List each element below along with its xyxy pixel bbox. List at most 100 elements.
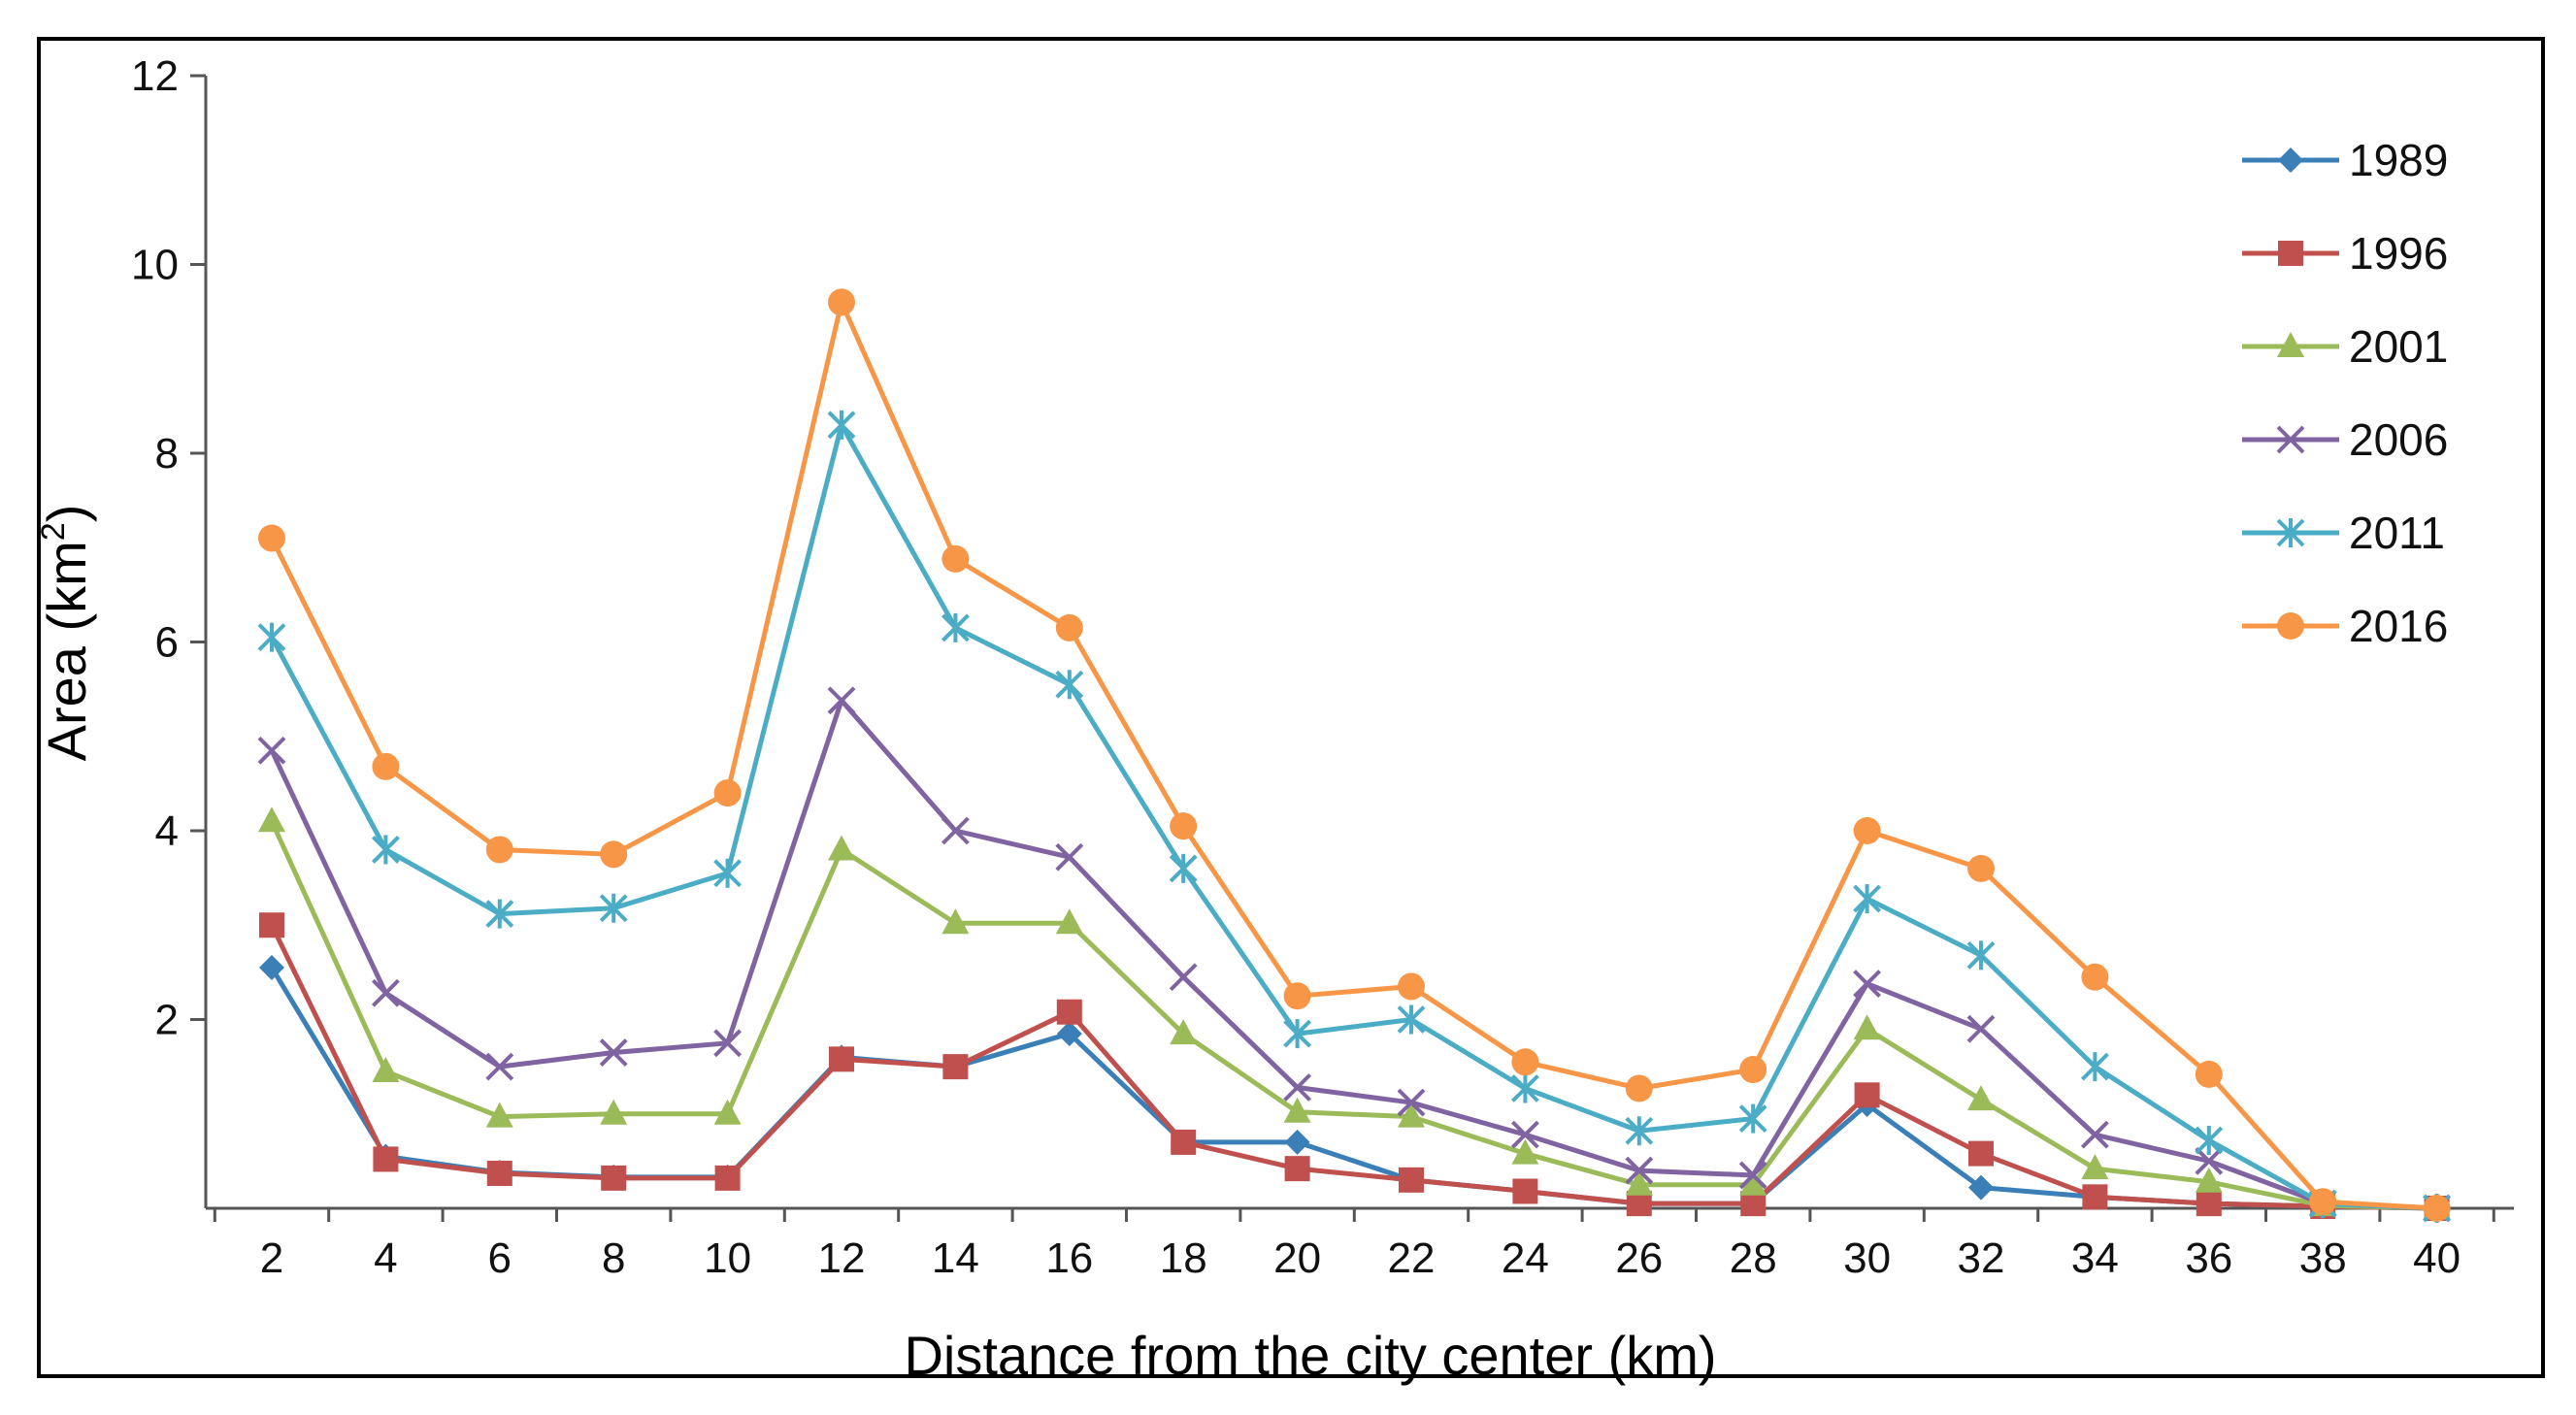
data-point-2016 <box>1055 613 1083 642</box>
data-point-1996 <box>486 1161 512 1187</box>
data-point-2011 <box>1283 1019 1312 1049</box>
y-tick-label: 6 <box>155 619 179 667</box>
data-point-2016 <box>1170 812 1198 840</box>
data-point-2016 <box>485 836 513 864</box>
data-point-2001 <box>1967 1085 1995 1111</box>
x-tick-label: 38 <box>2299 1234 2347 1282</box>
data-point-2016 <box>941 544 970 573</box>
data-point-1996 <box>601 1165 627 1191</box>
x-tick-label: 28 <box>1730 1234 1777 1282</box>
data-point-2011 <box>713 858 743 888</box>
data-point-2011 <box>1169 853 1198 883</box>
y-axis-title: Area (km2) <box>35 505 97 762</box>
data-point-2011 <box>1966 940 1996 971</box>
x-tick-label: 30 <box>1843 1234 1891 1282</box>
data-point-1996 <box>1854 1082 1880 1108</box>
x-tick-label: 4 <box>374 1234 397 1282</box>
data-point-2006 <box>941 816 970 845</box>
series-2001 <box>258 806 2451 1219</box>
legend-item-1989: 1989 <box>2242 135 2448 185</box>
data-point-2011 <box>2195 1125 2224 1155</box>
series-line-1996 <box>269 924 2437 1211</box>
data-point-2006 <box>1625 1156 1654 1185</box>
data-point-2016 <box>1967 854 1995 882</box>
x-tick-label: 12 <box>818 1234 866 1282</box>
data-point-2006 <box>2080 1120 2109 1149</box>
y-axis-title-superscript: 2 <box>35 522 72 541</box>
y-tick-label: 8 <box>155 430 179 477</box>
data-point-2001 <box>258 806 285 833</box>
series-2016 <box>258 288 2451 1222</box>
data-point-2001 <box>600 1099 628 1125</box>
series-line-2006 <box>269 698 2437 1211</box>
x-tick-label: 34 <box>2071 1234 2119 1282</box>
data-point-2011 <box>2080 1052 2109 1082</box>
legend-marker-2006 <box>2276 425 2305 454</box>
data-point-1996 <box>2082 1184 2108 1210</box>
chart-frame <box>37 37 2545 1378</box>
y-tick-label: 10 <box>131 242 179 289</box>
x-tick-label: 2 <box>260 1234 283 1282</box>
data-point-2006 <box>1966 1014 1996 1043</box>
legend-label: 2001 <box>2349 321 2448 372</box>
data-point-2016 <box>1853 817 1881 844</box>
data-point-1996 <box>259 912 284 938</box>
x-axis-ticks: 2 4 6 8 10 12 14 16 18 20 22 24 26 28 30 32 34 36 38 40 <box>213 1208 2495 1282</box>
y-axis-title-suffix: ) <box>36 505 97 523</box>
data-point-2016 <box>1625 1074 1653 1102</box>
data-point-2001 <box>372 1056 400 1082</box>
data-point-2016 <box>600 840 628 869</box>
data-point-2016 <box>2309 1188 2337 1216</box>
data-point-1996 <box>1968 1140 1994 1167</box>
x-tick-label: 10 <box>704 1234 751 1282</box>
data-point-2001 <box>1511 1138 1539 1165</box>
data-point-2016 <box>2081 963 2109 991</box>
legend-label: 2011 <box>2349 508 2445 558</box>
data-point-2006 <box>1738 1161 1767 1190</box>
data-point-2006 <box>371 978 400 1007</box>
data-point-2011 <box>1853 884 1882 914</box>
legend-item-2001: 2001 <box>2242 321 2448 372</box>
data-point-2006 <box>713 1029 743 1058</box>
legend-marker-2011 <box>2276 518 2305 547</box>
data-point-2001 <box>485 1102 513 1128</box>
x-tick-label: 24 <box>1502 1234 1549 1282</box>
y-tick-label: 4 <box>155 807 179 855</box>
legend: 1989 1996 2001 2006 2011 2016 <box>2242 135 2448 651</box>
data-point-2011 <box>485 899 514 929</box>
data-point-2016 <box>258 524 285 552</box>
data-point-2011 <box>257 622 286 652</box>
data-point-1996 <box>829 1046 854 1072</box>
data-point-2011 <box>941 612 970 642</box>
data-point-2006 <box>1169 963 1198 992</box>
data-point-2001 <box>941 908 970 935</box>
data-point-2011 <box>1738 1103 1767 1134</box>
x-tick-label: 36 <box>2185 1234 2232 1282</box>
legend-label: 2006 <box>2349 414 2448 465</box>
data-point-1996 <box>1512 1178 1538 1204</box>
data-point-2006 <box>1510 1120 1539 1149</box>
data-point-2006 <box>1397 1088 1426 1117</box>
y-axis-ticks: 2 4 6 8 10 12 <box>131 52 206 1044</box>
x-tick-label: 22 <box>1388 1234 1436 1282</box>
data-point-2016 <box>372 752 400 780</box>
data-point-2016 <box>1283 982 1311 1010</box>
series-line-2001 <box>269 820 2437 1211</box>
data-point-2016 <box>713 779 742 807</box>
series-2006 <box>257 686 2452 1223</box>
data-point-2016 <box>1398 972 1425 1001</box>
data-point-2006 <box>1853 970 1882 998</box>
series-2011 <box>257 410 2452 1223</box>
series-1989 <box>259 955 2450 1221</box>
y-tick-label: 2 <box>155 997 179 1044</box>
y-tick-label: 12 <box>131 52 179 100</box>
x-axis-title: Distance from the city center (km) <box>904 1325 1716 1386</box>
legend-item-2011: 2011 <box>2242 508 2445 558</box>
x-tick-label: 18 <box>1160 1234 1207 1282</box>
series-line-2011 <box>269 422 2437 1211</box>
data-point-1996 <box>1399 1167 1424 1193</box>
legend-item-2016: 2016 <box>2242 601 2448 651</box>
legend-marker-1996 <box>2278 241 2303 266</box>
x-tick-label: 26 <box>1615 1234 1663 1282</box>
data-point-2001 <box>713 1099 742 1125</box>
